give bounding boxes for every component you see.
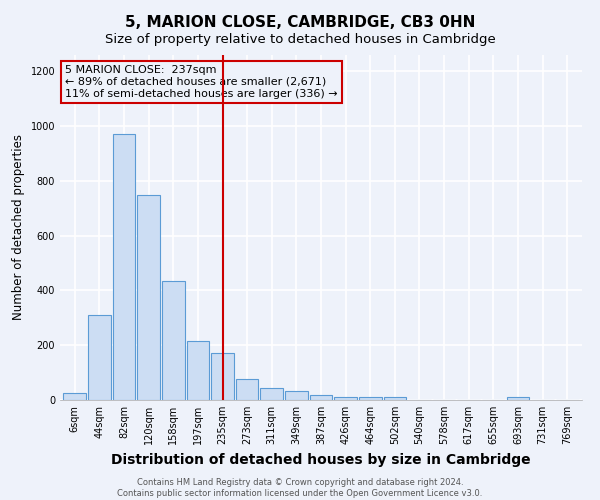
Text: Contains HM Land Registry data © Crown copyright and database right 2024.
Contai: Contains HM Land Registry data © Crown c…: [118, 478, 482, 498]
Bar: [285, 391, 308, 400]
Bar: [334, 396, 357, 400]
Bar: [187, 341, 209, 400]
X-axis label: Distribution of detached houses by size in Cambridge: Distribution of detached houses by size …: [111, 452, 531, 466]
Bar: [211, 354, 234, 400]
Bar: [64, 393, 86, 400]
Bar: [506, 398, 529, 400]
Bar: [88, 315, 111, 400]
Bar: [383, 398, 406, 400]
Text: 5, MARION CLOSE, CAMBRIDGE, CB3 0HN: 5, MARION CLOSE, CAMBRIDGE, CB3 0HN: [125, 15, 475, 30]
Bar: [162, 281, 185, 400]
Bar: [113, 134, 136, 400]
Bar: [359, 396, 382, 400]
Text: 5 MARION CLOSE:  237sqm
← 89% of detached houses are smaller (2,671)
11% of semi: 5 MARION CLOSE: 237sqm ← 89% of detached…: [65, 66, 338, 98]
Bar: [260, 388, 283, 400]
Text: Size of property relative to detached houses in Cambridge: Size of property relative to detached ho…: [104, 32, 496, 46]
Bar: [137, 194, 160, 400]
Bar: [236, 380, 259, 400]
Y-axis label: Number of detached properties: Number of detached properties: [12, 134, 25, 320]
Bar: [310, 394, 332, 400]
